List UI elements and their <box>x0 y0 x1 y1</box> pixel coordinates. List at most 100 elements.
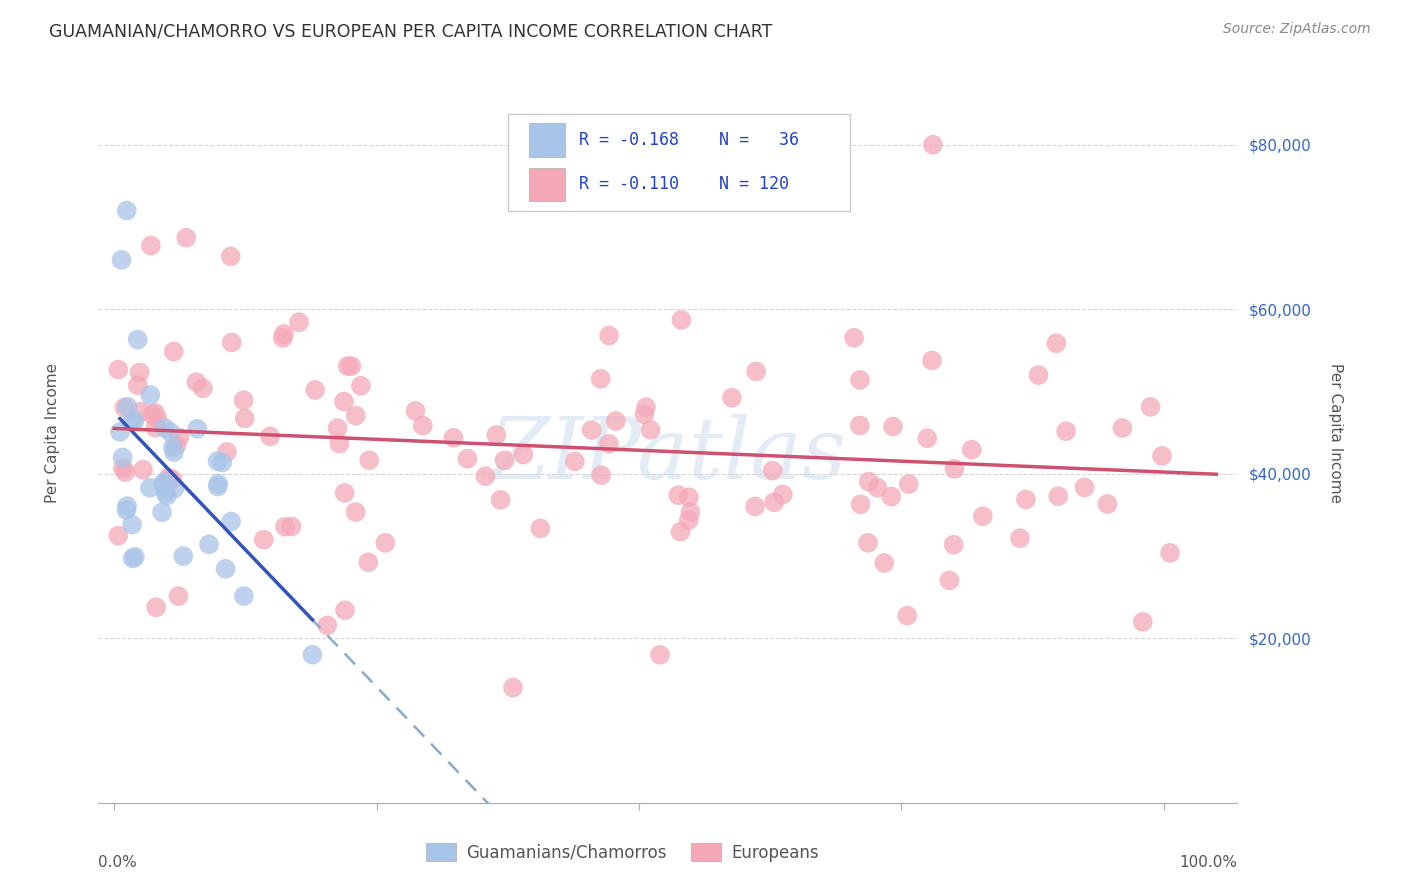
Point <box>115 503 138 517</box>
Point <box>326 421 349 435</box>
Point <box>152 477 174 491</box>
Point <box>648 648 671 662</box>
Point <box>107 529 129 543</box>
Point <box>166 438 188 452</box>
Point <box>162 473 184 487</box>
Point <box>107 362 129 376</box>
Point <box>721 391 744 405</box>
Point <box>219 249 242 263</box>
Point <box>849 497 872 511</box>
Point <box>359 453 381 467</box>
Point <box>304 383 326 397</box>
Point <box>960 442 983 457</box>
Point <box>211 455 233 469</box>
Point <box>114 465 136 479</box>
Legend: Guamanians/Chamorros, Europeans: Guamanians/Chamorros, Europeans <box>419 837 825 869</box>
Point <box>772 487 794 501</box>
Point <box>856 536 879 550</box>
Text: Source: ZipAtlas.com: Source: ZipAtlas.com <box>1223 22 1371 37</box>
Point <box>1073 480 1095 494</box>
Point <box>111 450 134 465</box>
Point <box>108 425 131 439</box>
Point <box>207 479 229 493</box>
Point <box>156 489 179 503</box>
Point <box>598 328 620 343</box>
Point <box>271 331 294 345</box>
Point <box>153 475 176 489</box>
Point <box>340 359 363 373</box>
Point <box>666 488 689 502</box>
Point <box>763 495 786 509</box>
Point <box>938 574 960 588</box>
Point <box>150 505 173 519</box>
Point <box>215 445 238 459</box>
Point <box>115 203 138 218</box>
Point <box>233 411 256 425</box>
Point <box>671 313 693 327</box>
FancyBboxPatch shape <box>529 123 565 157</box>
Point <box>344 505 367 519</box>
Point <box>350 378 373 392</box>
Point <box>328 436 350 450</box>
Text: 0.0%: 0.0% <box>98 855 138 870</box>
Point <box>1111 421 1133 435</box>
Point <box>897 477 920 491</box>
Point <box>842 331 865 345</box>
Point <box>564 454 586 468</box>
Point <box>274 519 297 533</box>
Point <box>124 414 146 428</box>
Point <box>145 421 167 435</box>
Point <box>146 411 169 425</box>
Text: R = -0.110    N = 120: R = -0.110 N = 120 <box>579 175 789 194</box>
Point <box>640 423 662 437</box>
Point <box>972 509 994 524</box>
Point <box>678 491 700 505</box>
Point <box>169 431 191 445</box>
Point <box>678 513 700 527</box>
Point <box>172 549 194 563</box>
Point <box>155 486 177 500</box>
Point <box>121 551 143 566</box>
Point <box>679 505 702 519</box>
Point <box>485 428 508 442</box>
Point <box>598 437 620 451</box>
Point <box>374 536 396 550</box>
Point <box>128 366 150 380</box>
Point <box>333 486 356 500</box>
Point <box>1150 449 1173 463</box>
Point <box>115 499 138 513</box>
Point <box>145 600 167 615</box>
Point <box>866 481 889 495</box>
Point <box>849 373 872 387</box>
Point <box>412 418 434 433</box>
Point <box>1159 546 1181 560</box>
Point <box>873 556 896 570</box>
Point <box>858 475 880 489</box>
Point <box>162 441 184 455</box>
Point <box>443 431 465 445</box>
Point <box>634 400 657 414</box>
Point <box>589 372 612 386</box>
Text: Per Capita Income: Per Capita Income <box>45 362 60 503</box>
Point <box>896 608 918 623</box>
Point <box>221 335 243 350</box>
Point <box>157 471 180 485</box>
Point <box>163 481 186 495</box>
Point <box>186 375 208 389</box>
Point <box>745 364 768 378</box>
Point <box>139 388 162 402</box>
Point <box>288 315 311 329</box>
Point <box>117 400 139 414</box>
Point <box>1047 489 1070 503</box>
Point <box>529 521 551 535</box>
Point <box>333 394 356 409</box>
FancyBboxPatch shape <box>529 168 565 201</box>
Point <box>1008 531 1031 545</box>
Point <box>917 431 939 445</box>
Point <box>198 537 221 551</box>
Text: ZIPatlas: ZIPatlas <box>489 414 846 496</box>
Y-axis label: Per Capita Income: Per Capita Income <box>1327 362 1343 503</box>
Point <box>129 404 152 418</box>
Point <box>141 408 163 422</box>
Point <box>273 326 295 341</box>
